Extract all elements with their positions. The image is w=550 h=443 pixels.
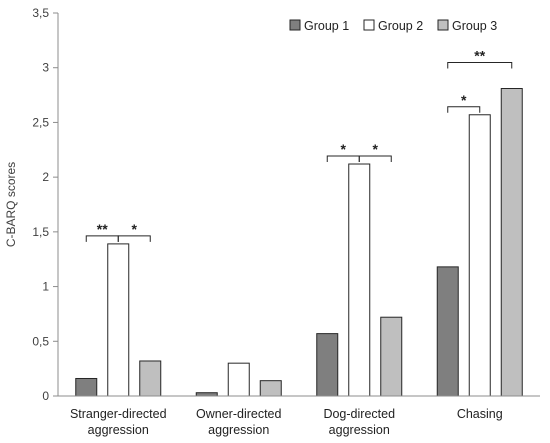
legend-label: Group 1 (304, 19, 349, 33)
significance-brackets: ** ** **** (85, 48, 513, 242)
bar-series-3-cat-2 (259, 380, 282, 397)
bar-series-2-cat-1 (107, 243, 130, 397)
x-category-label: Chasing (457, 407, 503, 421)
bar-series-1-cat-4 (436, 266, 459, 397)
y-axis-title: C-BARQ scores (4, 162, 18, 247)
legend: Group 1 Group 2 Group 3 (289, 19, 497, 33)
significance-bracket (358, 155, 392, 163)
bar-series-3-cat-1 (139, 360, 162, 397)
significance-bracket (447, 106, 481, 113)
x-category-label: Owner-directed (196, 407, 281, 421)
significance-label: * (373, 141, 379, 157)
bar-series-3-cat-4 (500, 88, 523, 397)
x-category-label: Stranger-directed (70, 407, 167, 421)
legend-swatch (437, 19, 449, 31)
bar-series-2-cat-2 (227, 362, 250, 397)
x-category-label: aggression (208, 423, 269, 437)
significance-label: * (132, 221, 138, 237)
y-tick-label: 2,5 (32, 115, 49, 129)
y-tick-label: 0 (42, 389, 49, 403)
legend-swatch (289, 19, 301, 31)
y-tick-label: 3 (42, 61, 49, 75)
bar-series-3-cat-3 (380, 316, 403, 397)
y-tick-label: 1 (42, 280, 49, 294)
y-tick-label: 1,5 (32, 225, 49, 239)
x-category-label: aggression (88, 423, 149, 437)
significance-bracket (447, 62, 513, 69)
bars (75, 88, 523, 397)
significance-bracket (117, 235, 151, 242)
x-axis: Stranger-directed aggression Owner-directe… (58, 395, 540, 437)
y-tick-label: 3,5 (32, 6, 49, 20)
legend-label: Group 3 (452, 19, 497, 33)
y-tick-label: 2 (42, 170, 49, 184)
bar-series-1-cat-1 (75, 377, 98, 397)
legend-label: Group 2 (378, 19, 423, 33)
legend-swatch (363, 19, 375, 31)
bar-series-2-cat-3 (348, 163, 371, 397)
significance-label: * (341, 141, 347, 157)
x-category-label: aggression (329, 423, 390, 437)
bar-series-2-cat-4 (468, 114, 491, 397)
x-category-label: Dog-directed (323, 407, 395, 421)
significance-label: * (461, 92, 467, 108)
y-tick-label: 0,5 (32, 334, 49, 348)
bar-series-1-cat-3 (316, 333, 339, 397)
significance-label: ** (474, 48, 485, 64)
y-axis: 0 0,5 1 1,5 2 2,5 3 3,5 (32, 6, 59, 403)
significance-label: ** (97, 221, 108, 237)
